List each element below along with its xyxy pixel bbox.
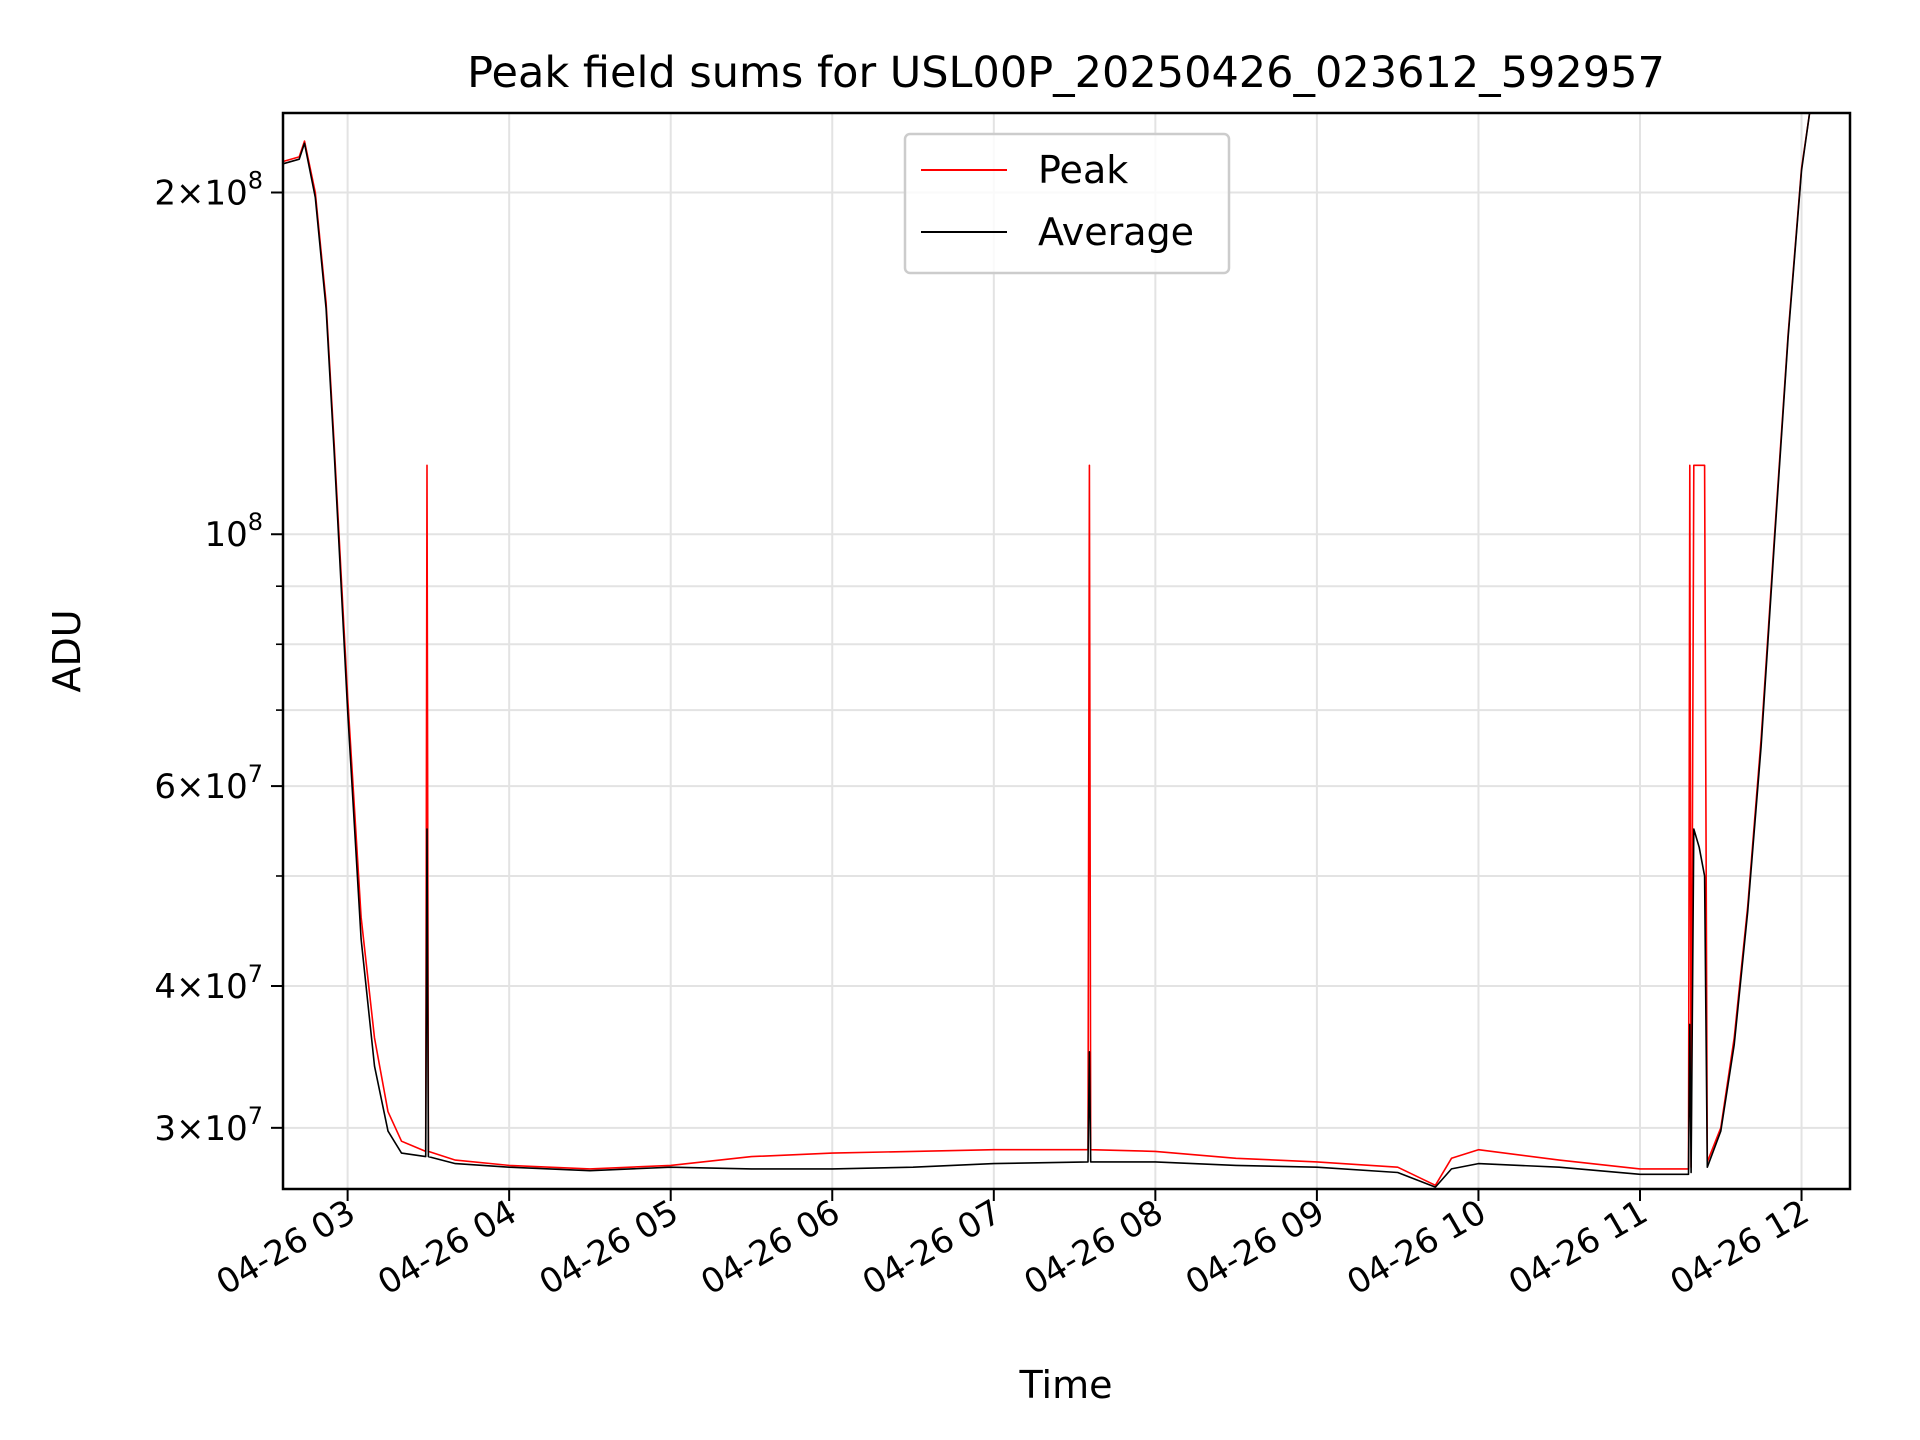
series-line-average — [282, 112, 1811, 1188]
y-tick-labels: 3×107 4×107 6×107 108 2×108 — [154, 167, 263, 1149]
legend-label-peak: Peak — [1038, 148, 1128, 192]
legend-box — [903, 132, 1231, 275]
y-tick-label: 6×107 — [154, 760, 263, 807]
ticks — [271, 191, 1803, 1201]
chart-title: Peak field sums for USL00P_20250426_0236… — [467, 48, 1665, 98]
y-axis-label: ADU — [45, 609, 89, 692]
grid — [283, 113, 1850, 1189]
y-tick-label: 3×107 — [154, 1102, 263, 1149]
y-tick-label: 4×107 — [154, 960, 263, 1007]
y-tick-label: 2×108 — [154, 167, 263, 214]
series-layer — [282, 112, 1811, 1188]
legend-label-average: Average — [1038, 210, 1194, 254]
x-axis-label: Time — [1019, 1363, 1113, 1407]
plot-frame — [281, 111, 1852, 1191]
legend: Peak Average — [903, 132, 1231, 275]
y-tick-label: 108 — [204, 508, 263, 555]
